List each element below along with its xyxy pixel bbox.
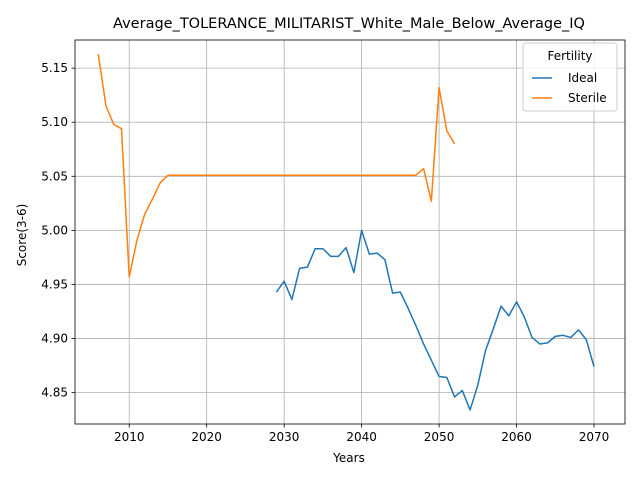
y-tick-label: 5.15 (41, 61, 68, 75)
x-tick-label: 2010 (114, 430, 145, 444)
chart-title: Average_TOLERANCE_MILITARIST_White_Male_… (113, 16, 585, 32)
legend-box (522, 42, 618, 112)
legend: Fertility Ideal Sterile (522, 42, 618, 112)
x-tick-label: 2060 (501, 430, 532, 444)
y-tick-label: 5.05 (41, 169, 68, 183)
y-tick-label: 4.90 (41, 332, 68, 346)
y-tick-label: 5.10 (41, 115, 68, 129)
x-tick-label: 2030 (269, 430, 300, 444)
y-tick-label: 4.85 (41, 386, 68, 400)
x-tick-label: 2070 (579, 430, 610, 444)
y-axis-label: Score(3-6) (15, 204, 29, 267)
legend-title: Fertility (547, 49, 592, 63)
legend-label-sterile: Sterile (568, 91, 607, 105)
y-axis: 4.85 4.90 4.95 5.00 5.05 5.10 5.15 (41, 61, 75, 400)
plot-area (74, 39, 626, 425)
y-tick-label: 4.95 (41, 277, 68, 291)
x-axis-label: Years (332, 451, 365, 465)
y-tick-label: 5.00 (41, 223, 68, 237)
grid (75, 40, 625, 424)
series-line-sterile (97, 53, 456, 278)
x-tick-label: 2020 (191, 430, 222, 444)
x-tick-label: 2050 (424, 430, 455, 444)
series-layer (97, 53, 595, 411)
x-tick-label: 2040 (346, 430, 377, 444)
series-line-ideal (275, 229, 595, 411)
plot-frame (74, 39, 626, 425)
x-axis: 2010 2020 2030 2040 2050 2060 2070 (114, 424, 609, 444)
legend-label-ideal: Ideal (568, 71, 597, 85)
